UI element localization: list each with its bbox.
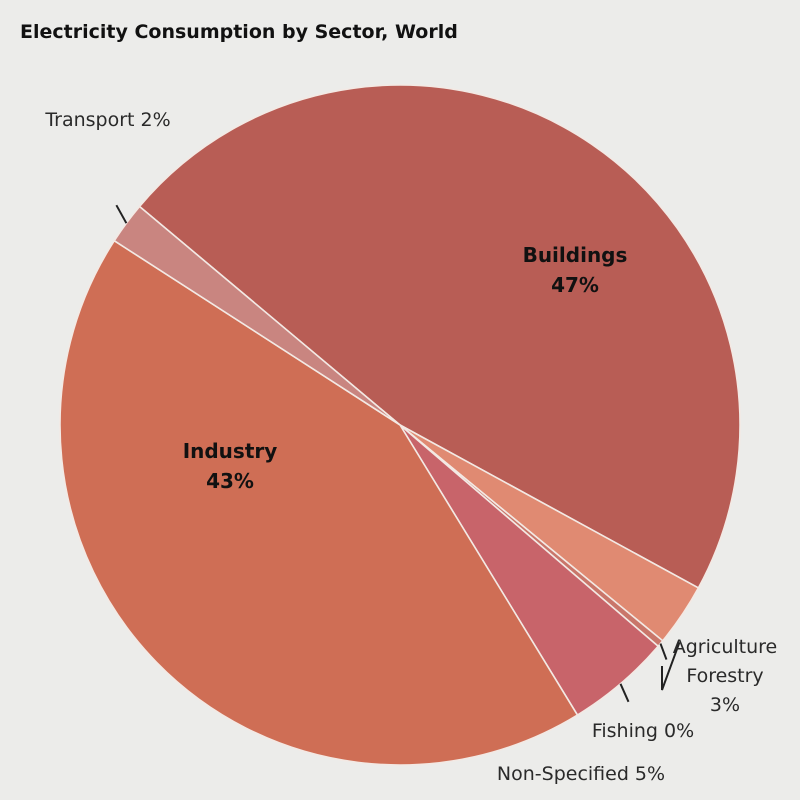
chart-title: Electricity Consumption by Sector, World (20, 21, 458, 43)
leader-transport (115, 204, 128, 224)
pie-slice-industry (59, 239, 579, 766)
slice-label-transport: Transport 2% (44, 109, 170, 131)
slice-label-forestry: Forestry (686, 665, 763, 687)
slice-label-industry: Industry (183, 439, 278, 463)
slice-value-industry: 43% (206, 469, 254, 493)
slice-label-non-specified: Non-Specified 5% (497, 763, 665, 785)
slice-label-agriculture: Agriculture (673, 636, 778, 658)
leader-non-specified (619, 683, 630, 703)
slice-value-buildings: 47% (551, 273, 599, 297)
leader-lines (115, 204, 681, 703)
slice-value-agriculture: 3% (710, 694, 740, 716)
slice-labels: Buildings 47% Industry 43% Agriculture Forest… (44, 109, 777, 785)
slice-label-fishing: Fishing 0% (592, 720, 694, 742)
pie-slice-buildings (138, 84, 741, 590)
slice-label-buildings: Buildings (523, 243, 628, 267)
leader-agriculture (661, 641, 681, 691)
pie-slice-transport (113, 205, 401, 426)
pie-slices (59, 84, 741, 766)
leader-fishing (659, 643, 668, 660)
